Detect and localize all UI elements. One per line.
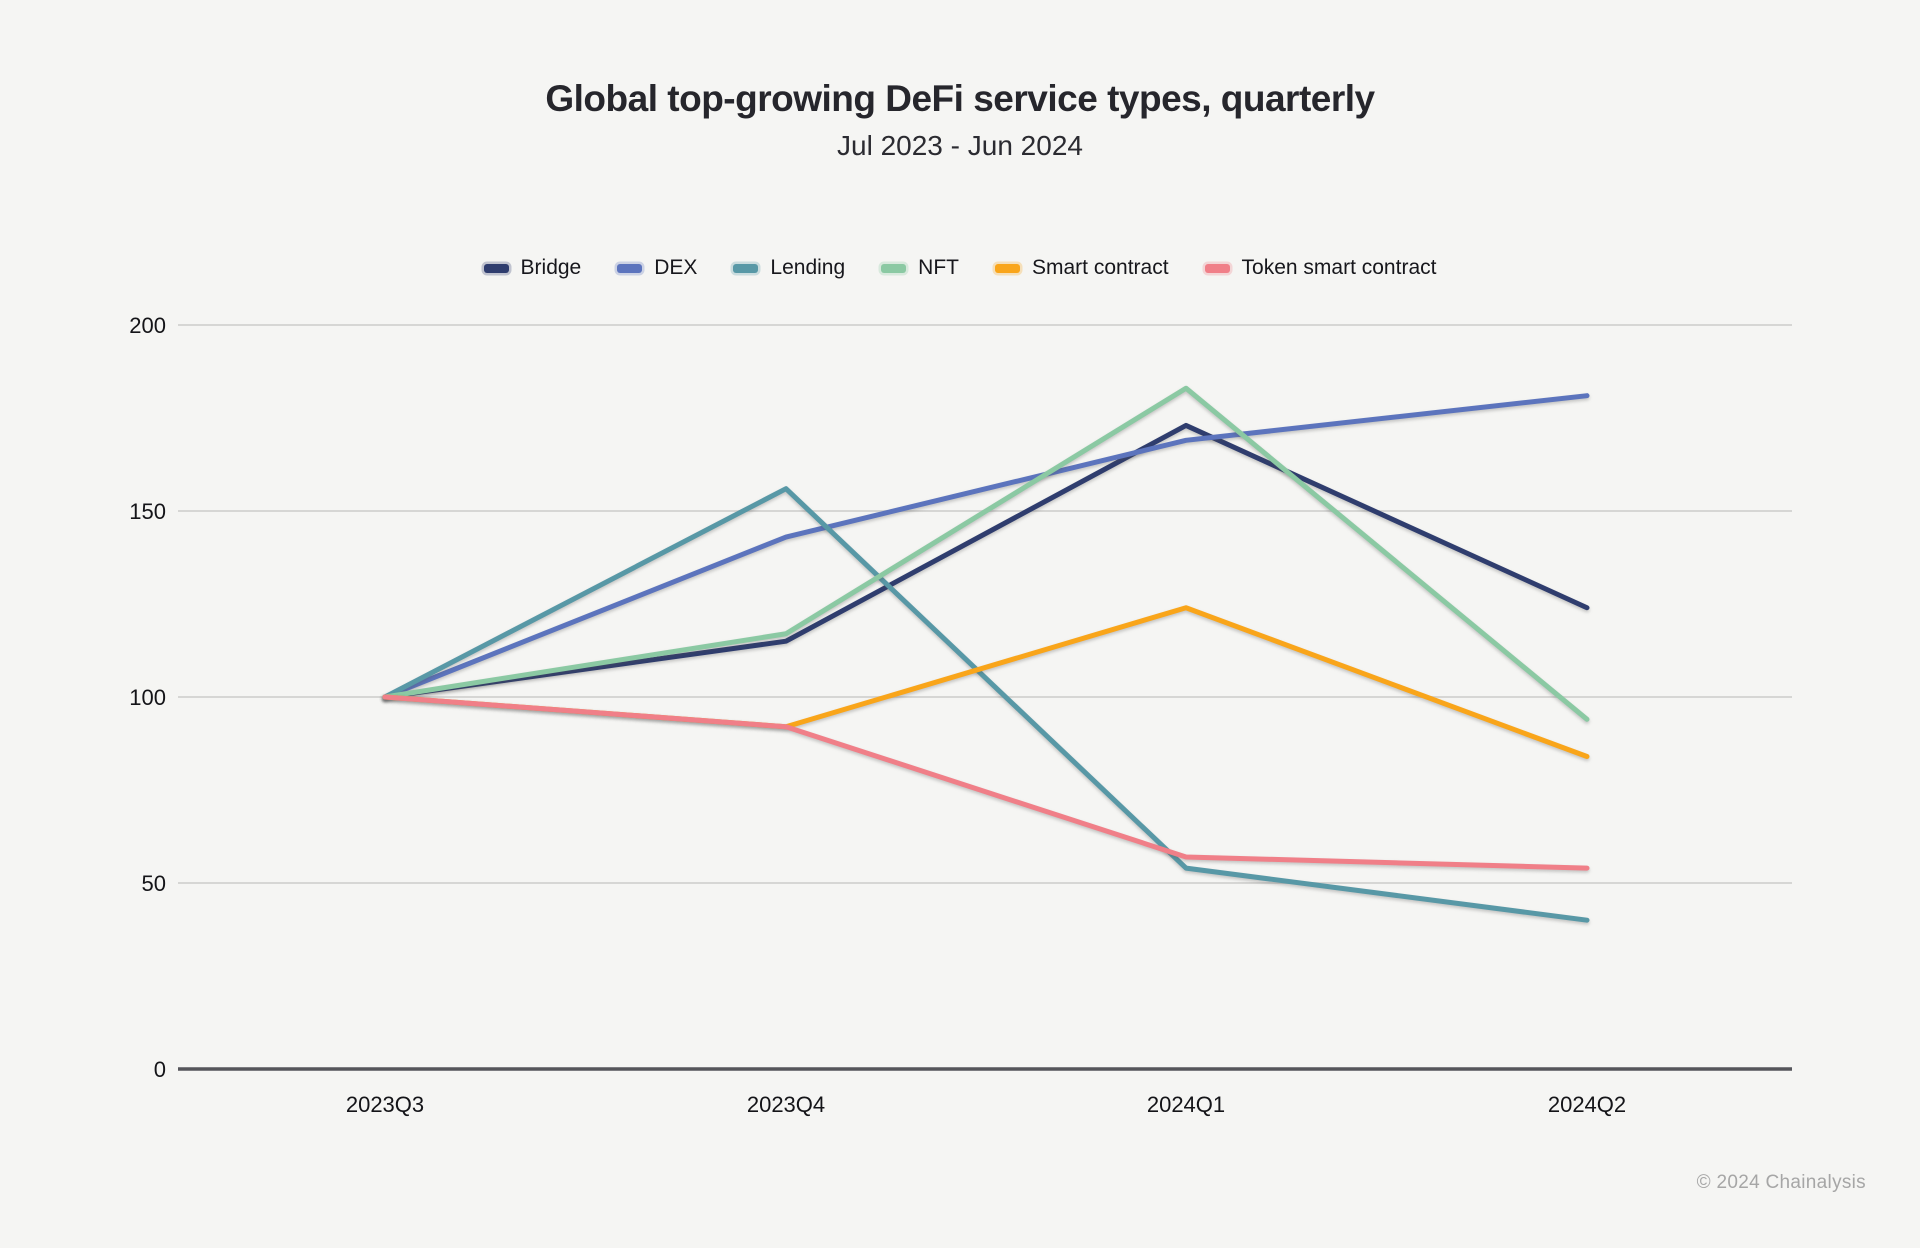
y-tick-label-200: 200 (129, 313, 166, 338)
chart-legend: Bridge DEX Lending NFT Smart contract Token s… (0, 256, 1920, 280)
series-line-token-smart-contract (382, 694, 1590, 871)
y-tick-label-150: 150 (129, 499, 166, 524)
chart-header: Global top-growing DeFi service types, q… (0, 78, 1920, 162)
legend-item-dex: DEX (617, 256, 697, 280)
legend-label-smart-contract: Smart contract (1032, 256, 1169, 279)
copyright-credit: © 2024 Chainalysis (1696, 1172, 1866, 1193)
legend-swatch-token-smart-contract (1204, 263, 1230, 273)
legend-item-token-smart-contract: Token smart contract (1204, 256, 1437, 280)
legend-swatch-dex (617, 263, 643, 273)
y-tick-label-50: 50 (142, 871, 166, 896)
chart-title: Global top-growing DeFi service types, q… (545, 78, 1375, 119)
chart-subtitle: Jul 2023 - Jun 2024 (837, 130, 1083, 161)
series-line-dex (382, 393, 1590, 700)
legend-item-lending: Lending (733, 256, 845, 280)
y-tick-label-100: 100 (129, 685, 166, 710)
legend-swatch-smart-contract (995, 263, 1020, 273)
legend-item-bridge: Bridge (483, 256, 582, 280)
x-tick-label-2023q3: 2023Q3 (346, 1092, 424, 1117)
legend-swatch-lending (733, 263, 759, 273)
legend-label-dex: DEX (654, 256, 698, 279)
legend-item-nft: NFT (881, 256, 959, 280)
series-line-smart-contract (382, 605, 1590, 760)
legend-swatch-bridge (483, 263, 509, 273)
series-line-bridge (382, 422, 1590, 700)
legend-label-lending: Lending (770, 256, 846, 279)
x-tick-label-2023q4: 2023Q4 (747, 1092, 825, 1117)
x-tick-label-2024q1: 2024Q1 (1147, 1092, 1225, 1117)
legend-item-smart-contract: Smart contract (995, 256, 1169, 280)
series-line-nft (382, 385, 1590, 722)
series-line-lending (382, 486, 1590, 923)
y-tick-label-0: 0 (154, 1057, 166, 1082)
x-tick-label-2024q2: 2024Q2 (1548, 1092, 1626, 1117)
legend-label-token-smart-contract: Token smart contract (1241, 256, 1437, 279)
legend-label-bridge: Bridge (520, 256, 582, 279)
legend-swatch-nft (881, 263, 907, 273)
legend-label-nft: NFT (918, 256, 959, 279)
